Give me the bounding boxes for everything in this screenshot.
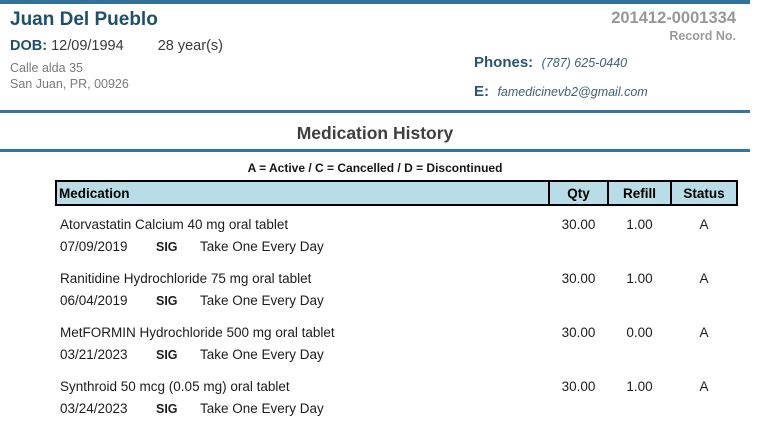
medication-row: Synthroid 50 mcg (0.05 mg) oral tablet 3… [56, 368, 737, 395]
medication-name: Ranitidine Hydrochloride 75 mg oral tabl… [60, 271, 312, 286]
medication-refill: 0.00 [626, 325, 653, 340]
medication-sig-row: 06/04/2019 SIG Take One Every Day [56, 287, 737, 314]
email-label: E: [474, 83, 489, 100]
medication-name: MetFORMIN Hydrochloride 500 mg oral tabl… [60, 325, 335, 340]
title-divider-line [0, 149, 750, 152]
medication-date: 06/04/2019 [60, 293, 128, 308]
patient-info-block: Juan Del Pueblo DOB: 12/09/1994 28 year(… [0, 9, 464, 101]
medication-date: 03/24/2023 [60, 401, 128, 416]
medication-refill: 1.00 [626, 271, 653, 286]
medication-qty: 30.00 [561, 217, 596, 232]
medication-sig-row: 03/24/2023 SIG Take One Every Day [56, 395, 737, 422]
medication-status: A [699, 217, 709, 232]
sig-label: SIG [156, 348, 178, 362]
column-header-status: Status [670, 180, 738, 206]
medication-date: 07/09/2019 [60, 239, 128, 254]
medication-name: Synthroid 50 mcg (0.05 mg) oral tablet [60, 379, 290, 394]
sig-directions: Take One Every Day [200, 401, 324, 416]
medication-row: MetFORMIN Hydrochloride 500 mg oral tabl… [56, 314, 737, 341]
phone-value: (787) 625-0440 [541, 56, 628, 70]
sig-label: SIG [156, 402, 178, 416]
record-number: 201412-0001334 [611, 9, 736, 27]
medication-refill: 1.00 [626, 217, 653, 232]
status-legend: A = Active / C = Cancelled / D = Discont… [247, 161, 503, 175]
email-row: E: famedicinevb2@gmail.com [464, 83, 736, 101]
column-header-refill: Refill [607, 180, 672, 206]
dob-value: 12/09/1994 [51, 38, 124, 54]
medication-table: Medication Qty Refill Status Atorvastati… [55, 180, 738, 422]
record-number-label: Record No. [669, 29, 736, 43]
address-line-2: San Juan, PR, 00926 [10, 77, 129, 91]
medication-status: A [699, 379, 709, 394]
phones-row: Phones: (787) 625-0440 [464, 54, 736, 72]
medication-row: Atorvastatin Calcium 40 mg oral tablet 3… [56, 205, 737, 233]
patient-header: Juan Del Pueblo DOB: 12/09/1994 28 year(… [0, 9, 750, 101]
patient-name: Juan Del Pueblo [10, 9, 158, 30]
page-title: Medication History [296, 123, 454, 143]
record-contact-block: 201412-0001334 Record No. Phones: (787) … [464, 9, 750, 101]
medication-name: Atorvastatin Calcium 40 mg oral tablet [60, 217, 289, 232]
medication-table-body: Atorvastatin Calcium 40 mg oral tablet 3… [56, 205, 737, 422]
sig-directions: Take One Every Day [200, 347, 324, 362]
column-header-qty: Qty [548, 180, 609, 206]
medication-sig-row: 07/09/2019 SIG Take One Every Day [56, 233, 737, 260]
medication-refill: 1.00 [626, 379, 653, 394]
medication-qty: 30.00 [561, 379, 596, 394]
medication-table-header: Medication Qty Refill Status [55, 180, 738, 206]
medication-qty: 30.00 [561, 271, 596, 286]
dob-label: DOB: [10, 38, 48, 54]
medication-status: A [699, 325, 709, 340]
patient-age: 28 year(s) [157, 38, 223, 54]
phones-label: Phones: [474, 54, 534, 71]
medication-row: Ranitidine Hydrochloride 75 mg oral tabl… [56, 260, 737, 287]
sig-directions: Take One Every Day [200, 293, 324, 308]
medication-status: A [699, 271, 709, 286]
header-divider-line [0, 110, 750, 113]
email-value: famedicinevb2@gmail.com [497, 85, 648, 99]
medication-qty: 30.00 [561, 325, 596, 340]
patient-dob-row: DOB: 12/09/1994 28 year(s) [10, 38, 464, 54]
sig-directions: Take One Every Day [200, 239, 324, 254]
sig-label: SIG [156, 294, 178, 308]
column-header-medication: Medication [55, 180, 550, 206]
medication-date: 03/21/2023 [60, 347, 128, 362]
address-line-1: Calle alda 35 [10, 61, 83, 75]
top-accent-bar [0, 0, 750, 4]
medication-sig-row: 03/21/2023 SIG Take One Every Day [56, 341, 737, 368]
sig-label: SIG [156, 240, 178, 254]
